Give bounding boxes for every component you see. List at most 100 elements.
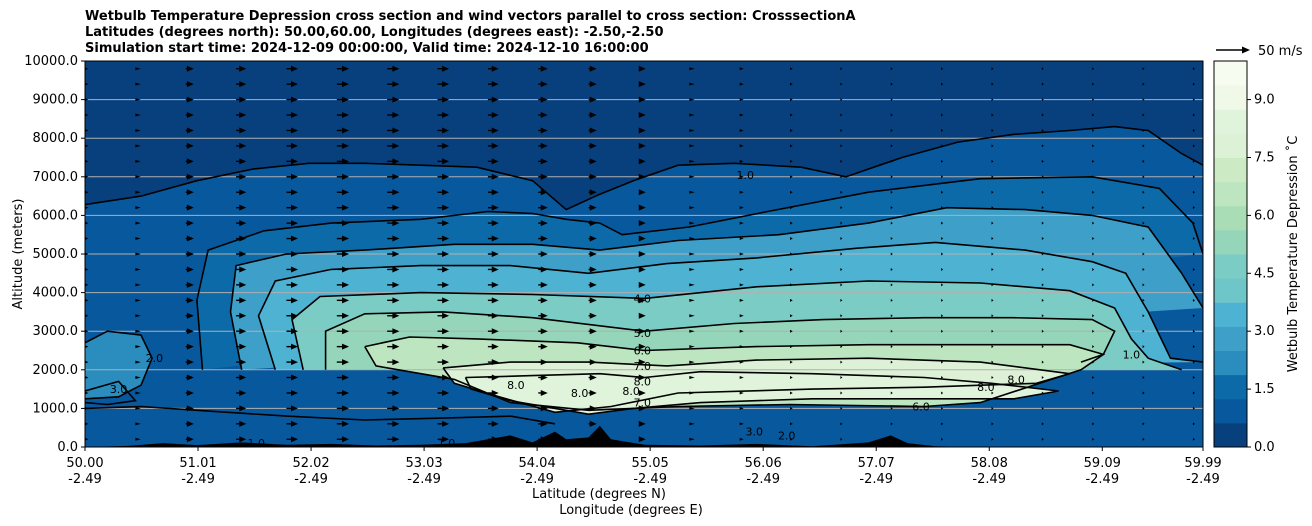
y-tick-label: 10000.0 bbox=[24, 54, 78, 69]
wind-vector bbox=[790, 190, 793, 194]
wind-vector bbox=[185, 204, 194, 211]
wind-vector bbox=[1192, 206, 1195, 210]
wind-vector bbox=[1041, 329, 1044, 333]
wind-vector bbox=[941, 437, 944, 441]
wind-vector bbox=[538, 281, 548, 288]
wind-vector bbox=[437, 374, 450, 381]
wind-vector bbox=[840, 298, 843, 302]
wind-vector bbox=[739, 67, 744, 71]
wind-vector bbox=[790, 376, 793, 380]
wind-vector bbox=[1092, 360, 1095, 364]
wind-vector bbox=[1142, 98, 1145, 102]
colorbar-swatch bbox=[1214, 422, 1247, 448]
wind-vector bbox=[185, 112, 194, 119]
wind-vector bbox=[1041, 82, 1044, 86]
wind-vector bbox=[1192, 175, 1195, 179]
wind-vector bbox=[941, 128, 944, 132]
wind-vector bbox=[387, 343, 400, 350]
wind-vector bbox=[840, 206, 843, 210]
wind-vector bbox=[236, 374, 247, 381]
wind-vector bbox=[840, 360, 843, 364]
wind-vector bbox=[1092, 159, 1095, 163]
wind-vector bbox=[487, 312, 499, 319]
wind-vector bbox=[437, 343, 450, 350]
wind-vector bbox=[135, 422, 141, 426]
wind-vector bbox=[286, 436, 299, 443]
wind-vector bbox=[85, 67, 89, 71]
wind-vector bbox=[538, 436, 548, 443]
y-tick-label: 0.0 bbox=[57, 440, 78, 455]
y-tick-label: 4000.0 bbox=[33, 286, 79, 301]
x-tick-label-latitude: 51.01 bbox=[179, 456, 216, 471]
wind-vector bbox=[286, 158, 299, 165]
wind-vector bbox=[890, 406, 893, 410]
wind-vector bbox=[336, 204, 350, 211]
wind-vector bbox=[689, 345, 695, 349]
wind-vector bbox=[890, 128, 893, 132]
wind-vector bbox=[790, 314, 793, 318]
wind-vector bbox=[85, 190, 89, 194]
wind-vector bbox=[739, 376, 744, 380]
wind-vector bbox=[538, 112, 548, 119]
wind-vector bbox=[941, 144, 944, 148]
wind-vector bbox=[1142, 159, 1145, 163]
wind-vector bbox=[739, 329, 744, 333]
wind-vector bbox=[739, 298, 744, 302]
wind-vector bbox=[487, 328, 499, 335]
wind-vector bbox=[689, 406, 695, 410]
colorbar-tick-label: 1.5 bbox=[1254, 382, 1275, 397]
wind-vector bbox=[941, 376, 944, 380]
wind-vector bbox=[638, 235, 646, 242]
wind-vector bbox=[185, 235, 194, 242]
wind-vector bbox=[941, 252, 944, 256]
wind-vector bbox=[538, 328, 548, 335]
colorbar: 0.0 1.5 3.0 4.5 6.0 7.5 9.0 bbox=[1213, 60, 1275, 455]
wind-vector bbox=[941, 406, 944, 410]
wind-vector bbox=[1092, 283, 1095, 287]
wind-vector bbox=[1142, 283, 1145, 287]
wind-vector bbox=[185, 359, 194, 366]
wind-vector bbox=[739, 82, 744, 86]
wind-vector bbox=[790, 283, 793, 287]
wind-vector bbox=[739, 206, 744, 210]
y-tick-label: 7000.0 bbox=[33, 170, 79, 185]
wind-vector bbox=[1192, 406, 1195, 410]
wind-vector bbox=[941, 113, 944, 117]
wind-vector bbox=[1192, 329, 1195, 333]
wind-vector bbox=[487, 405, 499, 412]
wind-vector bbox=[185, 81, 194, 88]
wind-vector bbox=[236, 112, 247, 119]
wind-vector bbox=[790, 175, 793, 179]
x-tick-label-latitude: 59.99 bbox=[1184, 456, 1221, 471]
wind-vector bbox=[236, 173, 247, 180]
wind-vector bbox=[236, 297, 247, 304]
contour-line bbox=[442, 357, 1071, 414]
fill-band-left bbox=[85, 331, 153, 399]
wind-vector bbox=[437, 297, 450, 304]
wind-vector bbox=[689, 113, 695, 117]
contour-line bbox=[85, 330, 153, 400]
wind-vector bbox=[286, 81, 299, 88]
wind-vector bbox=[135, 267, 141, 271]
wind-vector bbox=[336, 220, 350, 227]
wind-vector bbox=[487, 220, 499, 227]
wind-vector bbox=[487, 297, 499, 304]
wind-vector bbox=[387, 189, 400, 196]
wind-vector bbox=[1092, 376, 1095, 380]
wind-vector bbox=[387, 204, 400, 211]
wind-vector bbox=[236, 251, 247, 257]
wind-vector bbox=[840, 82, 843, 86]
wind-vector bbox=[890, 422, 893, 426]
wind-vector bbox=[790, 360, 793, 364]
contour-label: 7.0 bbox=[634, 397, 652, 410]
wind-vector bbox=[437, 389, 450, 396]
wind-vector bbox=[840, 252, 843, 256]
wind-vector bbox=[890, 360, 893, 364]
wind-vector bbox=[739, 267, 744, 271]
colorbar-swatch bbox=[1214, 181, 1247, 207]
wind-vector bbox=[487, 420, 499, 427]
wind-vector bbox=[85, 144, 89, 148]
wind-vector bbox=[941, 206, 944, 210]
wind-vector bbox=[1041, 252, 1044, 256]
wind-vector bbox=[336, 436, 350, 443]
